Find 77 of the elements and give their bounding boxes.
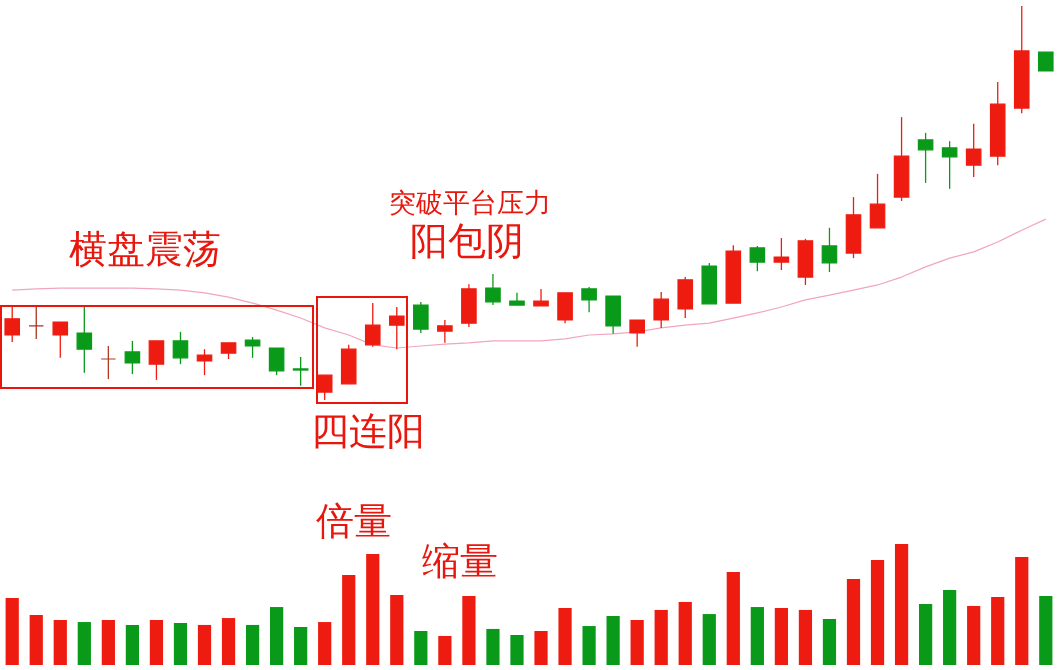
bar xyxy=(967,605,981,665)
candlestick xyxy=(388,306,405,350)
bar xyxy=(366,554,380,665)
bar xyxy=(438,635,452,665)
candlestick xyxy=(941,140,958,190)
candlestick xyxy=(1037,51,1054,72)
bar xyxy=(702,614,716,665)
bar xyxy=(582,626,596,665)
bar xyxy=(630,619,644,665)
annotation: 缩量 xyxy=(422,539,498,583)
candlestick xyxy=(965,123,982,178)
candlestick xyxy=(364,302,381,348)
bar xyxy=(846,578,861,665)
bar xyxy=(390,594,404,665)
candlestick xyxy=(268,347,285,376)
bar xyxy=(53,619,67,665)
bar xyxy=(774,608,788,665)
bar xyxy=(894,544,909,665)
bar xyxy=(510,634,524,665)
bar xyxy=(125,624,140,665)
candlestick xyxy=(28,305,45,340)
bar xyxy=(221,618,236,665)
bar xyxy=(245,624,260,665)
candlestick xyxy=(653,291,670,329)
bar xyxy=(486,628,500,665)
bar xyxy=(101,619,115,665)
candlestick xyxy=(869,173,886,229)
bar xyxy=(558,608,572,665)
bar xyxy=(654,609,668,665)
bar xyxy=(991,597,1005,665)
bar xyxy=(870,559,885,665)
candlestick xyxy=(292,356,309,387)
annotation: 突破平台压力 xyxy=(389,187,551,218)
candlestick xyxy=(533,288,549,307)
bar xyxy=(462,596,476,665)
bar xyxy=(1039,596,1053,665)
bar xyxy=(918,604,933,665)
bar xyxy=(798,609,813,665)
bar xyxy=(270,607,284,665)
bar xyxy=(29,615,43,665)
candlestick xyxy=(52,321,69,359)
candlestick xyxy=(629,319,645,348)
candlestick xyxy=(821,227,838,273)
annotation: 横盘震荡 xyxy=(69,227,221,271)
bar xyxy=(173,623,188,665)
candlestick xyxy=(100,345,117,380)
bar xyxy=(149,619,164,665)
candlestick xyxy=(196,348,213,376)
candlestick xyxy=(773,237,790,271)
bar xyxy=(77,622,91,665)
bar xyxy=(318,622,332,665)
candlestick xyxy=(437,319,453,344)
bar xyxy=(414,631,428,665)
candlestick xyxy=(76,305,93,374)
candlestick xyxy=(148,340,165,381)
candlestick xyxy=(917,132,934,184)
candlestick xyxy=(172,331,189,365)
candlestick xyxy=(244,336,261,359)
bar xyxy=(606,616,620,665)
candlestick xyxy=(485,273,501,306)
bar xyxy=(1015,556,1029,665)
annotation: 阳包阴 xyxy=(410,219,524,263)
bar xyxy=(5,597,19,665)
candlestick xyxy=(124,340,141,375)
candlestick xyxy=(749,245,766,272)
bar xyxy=(342,574,356,665)
bar xyxy=(294,627,308,665)
bar xyxy=(678,601,692,665)
text: 倍量 xyxy=(316,499,392,543)
bar xyxy=(726,571,740,665)
candlestick xyxy=(581,286,597,313)
bar xyxy=(822,619,837,665)
text: 四连阳 xyxy=(311,409,425,453)
bar xyxy=(197,624,212,665)
bar xyxy=(534,631,548,665)
bar xyxy=(750,607,764,665)
bar xyxy=(943,589,957,665)
